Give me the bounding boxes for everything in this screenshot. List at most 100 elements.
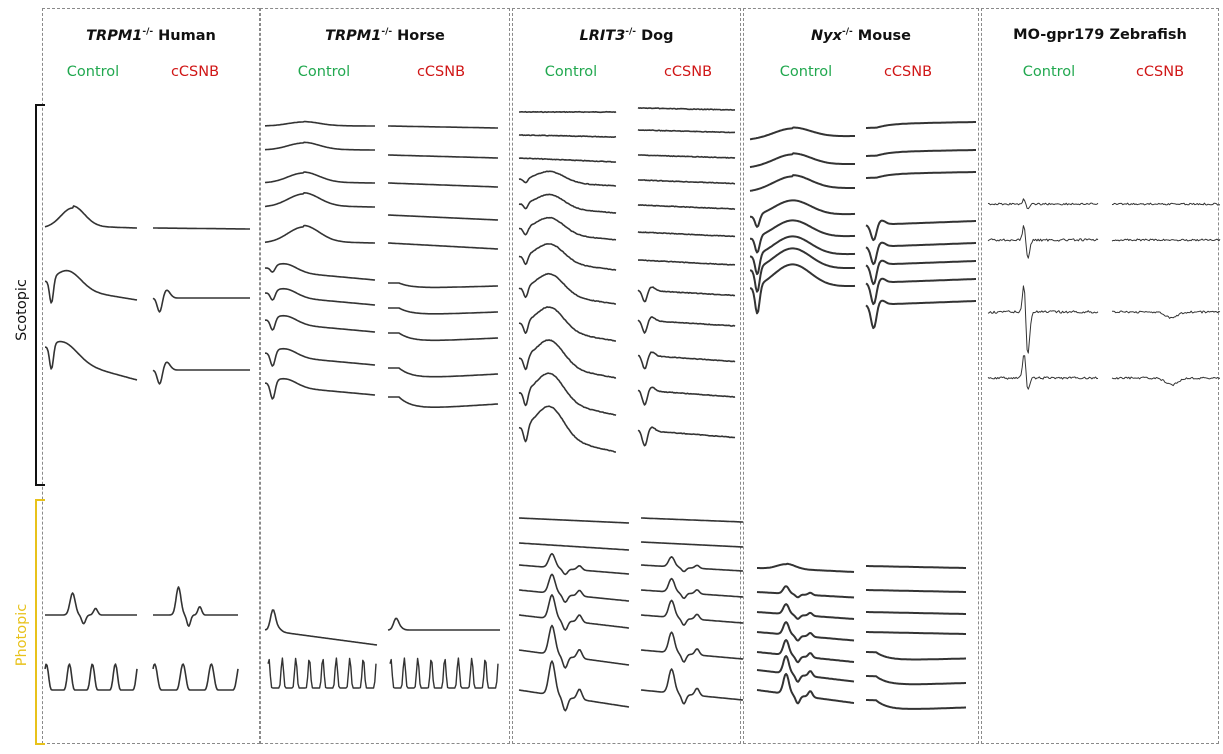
scotopic-trace-disease <box>1111 310 1221 319</box>
photopic-trace-disease <box>866 611 966 615</box>
photopic-trace-control <box>756 655 855 683</box>
scotopic-trace-disease <box>866 171 976 179</box>
scotopic-trace-control <box>518 134 617 138</box>
photopic-trace-control <box>264 609 378 646</box>
panel-title: TRPM1-/- Horse <box>261 27 509 44</box>
control-label: Control <box>544 64 598 80</box>
photopic-trace-control <box>756 621 855 642</box>
photopic-trace-disease <box>640 631 744 663</box>
scotopic-trace-control <box>987 355 1099 390</box>
scotopic-trace-control <box>518 170 617 187</box>
scotopic-trace-disease <box>637 426 736 447</box>
scotopic-trace-disease <box>637 386 736 406</box>
scotopic-trace-control <box>265 287 376 306</box>
scotopic-trace-disease <box>865 299 976 330</box>
scotopic-trace-control <box>518 272 616 305</box>
scotopic-trace-disease <box>865 219 976 242</box>
scotopic-trace-control <box>264 262 376 281</box>
photopic-trace-disease <box>387 617 500 631</box>
scotopic-trace-disease <box>388 307 498 315</box>
control-label: Control <box>297 64 351 80</box>
species-name: Human <box>158 27 216 44</box>
photopic-trace-control <box>518 594 630 631</box>
genotype-superscript: -/- <box>381 27 393 37</box>
photopic-trace-disease <box>152 663 239 691</box>
scotopic-trace-control <box>750 199 856 228</box>
photopic-trace-disease <box>640 599 744 626</box>
scotopic-trace-disease <box>637 128 736 134</box>
scotopic-trace-control <box>749 235 856 276</box>
scotopic-trace-control <box>44 269 138 304</box>
scotopic-trace-control <box>518 405 616 453</box>
scotopic-trace-disease <box>638 259 736 266</box>
control-label: Control <box>779 64 833 80</box>
photopic-trace-control <box>518 542 630 551</box>
photopic-trace-control <box>518 573 630 603</box>
scotopic-trace-control <box>749 247 856 293</box>
scotopic-trace-control <box>519 110 617 114</box>
photopic-trace-control <box>45 592 137 625</box>
photopic-trace-disease <box>866 651 966 661</box>
photopic-trace-disease <box>389 657 499 689</box>
panel-title: LRIT3-/- Dog <box>513 27 740 44</box>
scotopic-trace-control <box>519 339 617 379</box>
scotopic-trace-disease <box>1111 376 1220 387</box>
species-name: Horse <box>397 27 445 44</box>
photopic-trace-disease <box>866 699 966 710</box>
panel-title: Nyx-/- Mouse <box>744 27 978 44</box>
control-label: Control <box>66 64 120 80</box>
scotopic-trace-control <box>264 314 376 333</box>
photopic-trace-control <box>44 663 138 691</box>
photopic-trace-control <box>267 657 377 689</box>
disease-label: cCSNB <box>1135 64 1185 80</box>
scotopic-trace-control <box>265 120 375 127</box>
scotopic-trace-control <box>518 157 617 163</box>
photopic-trace-disease <box>641 517 743 523</box>
scotopic-trace-control <box>749 126 855 141</box>
photopic-trace-control <box>518 517 630 524</box>
gene-name: LRIT3 <box>579 27 626 44</box>
scotopic-trace-disease <box>866 149 976 157</box>
scotopic-trace-disease <box>637 230 736 238</box>
photopic-trace-disease <box>153 586 238 627</box>
scotopic-trace-control <box>518 306 616 342</box>
disease-label: cCSNB <box>416 64 466 80</box>
scotopic-trace-control <box>519 216 617 241</box>
scotopic-trace-control <box>749 174 855 192</box>
scotopic-trace-control <box>518 193 617 214</box>
scotopic-trace-disease <box>1111 238 1221 242</box>
scotopic-trace-control <box>750 219 856 254</box>
scotopic-trace-control <box>264 224 375 244</box>
scotopic-trace-disease <box>388 282 498 289</box>
scotopic-trace-control <box>265 347 376 367</box>
scotopic-trace-control <box>987 198 1099 210</box>
photopic-bracket <box>35 499 45 745</box>
panel-mouse: Nyx-/- Mouse Control cCSNB <box>743 8 979 744</box>
scotopic-trace-disease <box>865 241 976 266</box>
scotopic-trace-disease <box>388 332 499 342</box>
photopic-trace-disease <box>866 631 966 635</box>
scotopic-trace-control <box>518 372 617 417</box>
photopic-trace-disease <box>866 675 966 686</box>
genotype-superscript: -/- <box>142 27 154 37</box>
disease-label: cCSNB <box>663 64 713 80</box>
scotopic-trace-disease <box>637 351 736 370</box>
gene-name: TRPM1 <box>325 27 382 44</box>
scotopic-trace-disease <box>388 396 499 408</box>
genotype-superscript: -/- <box>841 27 853 37</box>
scotopic-trace-disease <box>388 182 498 188</box>
panel-title: TRPM1-/- Human <box>43 27 259 44</box>
photopic-trace-control <box>518 552 630 576</box>
photopic-trace-control <box>518 624 630 669</box>
scotopic-trace-disease <box>637 179 736 185</box>
panel-title: MO-gpr179 Zebrafish <box>1013 27 1187 43</box>
scotopic-trace-control <box>987 225 1099 259</box>
scotopic-trace-disease <box>388 154 498 159</box>
gene-name: TRPM1 <box>86 27 143 44</box>
scotopic-trace-control <box>265 377 376 400</box>
scotopic-trace-disease <box>153 227 250 230</box>
scotopic-trace-control <box>44 205 137 229</box>
photopic-trace-control <box>757 562 855 573</box>
scotopic-trace-disease <box>388 367 499 378</box>
